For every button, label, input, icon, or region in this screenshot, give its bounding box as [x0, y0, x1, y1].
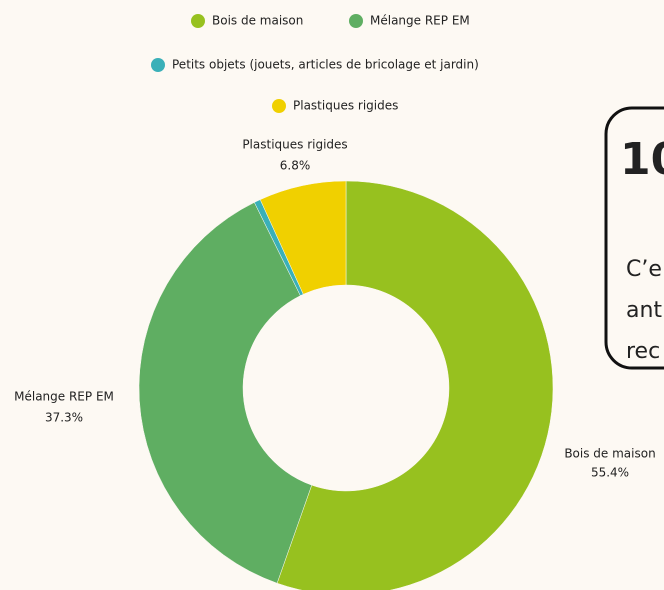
donut-slice — [138, 202, 313, 584]
legend-label: Petits objets (jouets, articles de brico… — [172, 58, 479, 72]
legend-label: Bois de maison — [212, 14, 303, 28]
info-card — [604, 106, 664, 370]
legend-label: Mélange REP EM — [370, 14, 470, 28]
card-heading: 10 — [620, 134, 664, 185]
card-line: ant — [626, 298, 662, 323]
legend-swatch — [151, 58, 165, 72]
legend-swatch — [191, 14, 205, 28]
legend-swatch — [349, 14, 363, 28]
slice-label: Bois de maison — [564, 447, 655, 461]
legend-label: Plastiques rigides — [293, 99, 398, 113]
card-line: rec — [626, 339, 660, 364]
legend-swatch — [272, 99, 286, 113]
slice-value: 6.8% — [280, 159, 311, 173]
slice-value: 37.3% — [45, 411, 83, 425]
slice-label: Plastiques rigides — [242, 138, 347, 152]
slice-label: Mélange REP EM — [14, 390, 114, 404]
slice-value: 55.4% — [591, 466, 629, 480]
donut-slice — [259, 180, 347, 295]
card-line: C’e — [626, 257, 662, 282]
